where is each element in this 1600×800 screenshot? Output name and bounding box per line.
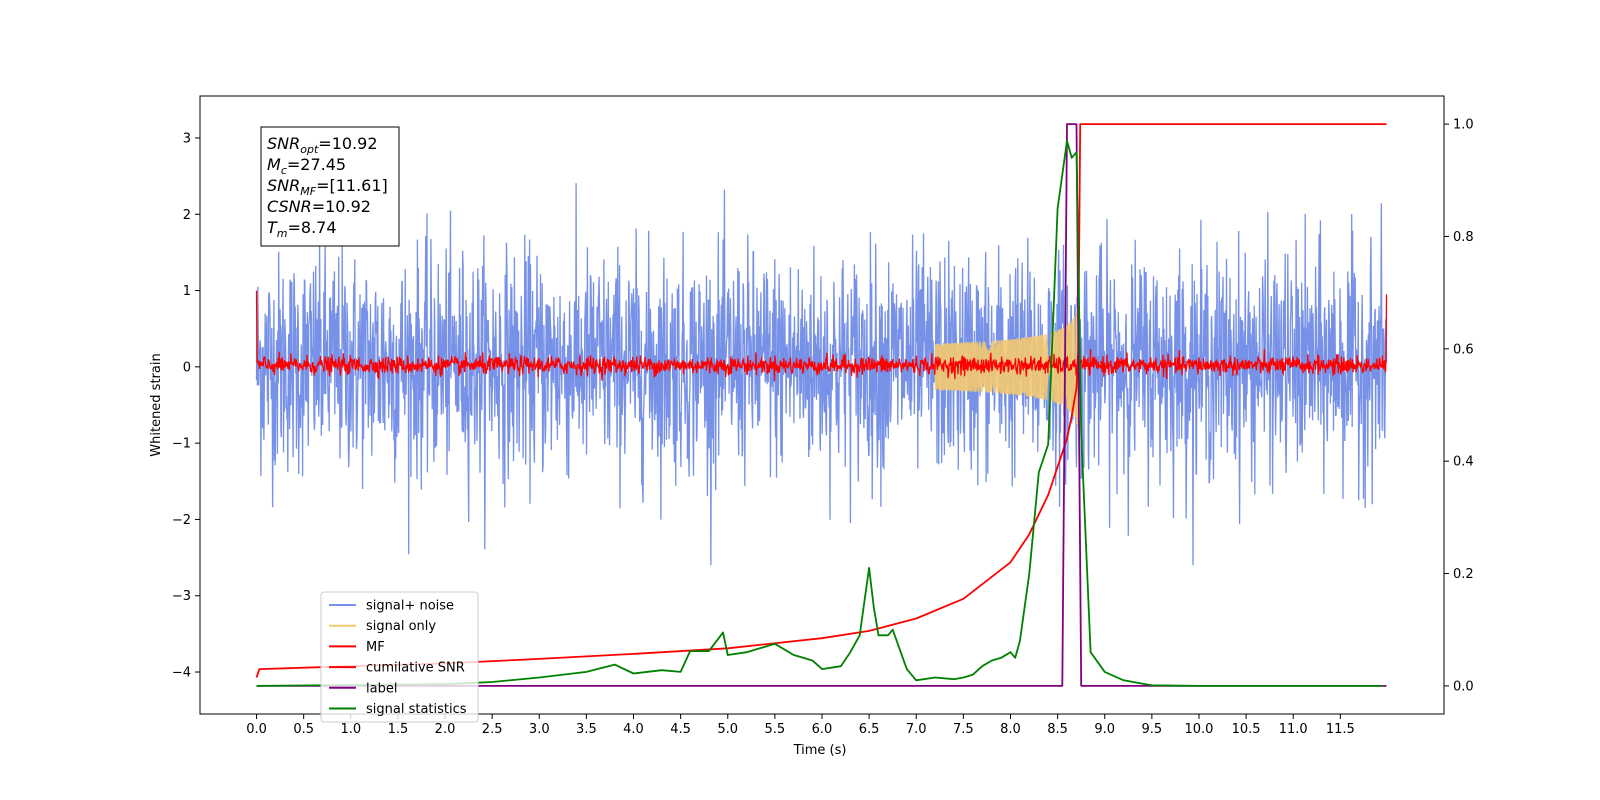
x-tick-label: 4.5: [670, 722, 691, 737]
x-tick-label: 5.5: [765, 722, 786, 737]
y-left-tick-label: −2: [172, 513, 191, 528]
info-line: SNRopt=10.92: [267, 134, 378, 156]
x-tick-label: 11.5: [1326, 722, 1355, 737]
y-right-tick-label: 0.0: [1453, 679, 1474, 694]
y-left-tick-label: −1: [172, 437, 191, 452]
x-tick-label: 9.0: [1094, 722, 1115, 737]
info-line: Tm=8.74: [267, 218, 337, 240]
y-axis-label-left: Whitened strain: [149, 353, 164, 456]
y-right-tick-label: 0.6: [1453, 342, 1474, 357]
y-left-tick-label: 0: [183, 360, 191, 375]
plot-area: [255, 123, 1388, 687]
y-left-tick-label: 2: [183, 208, 191, 223]
y-left-tick-label: 1: [183, 284, 191, 299]
x-tick-label: 8.5: [1047, 722, 1068, 737]
info-line: SNRMF=[11.61]: [267, 176, 388, 198]
x-tick-label: 7.5: [953, 722, 974, 737]
series-signal-statistics: [256, 140, 1383, 687]
x-tick-label: 0.5: [293, 722, 314, 737]
legend-frame: [320, 591, 479, 723]
x-tick-label: 6.0: [812, 722, 833, 737]
y-left-tick-label: −4: [172, 666, 191, 681]
legend: signal+ noise signal only MF cumilative SNR…: [320, 591, 479, 723]
x-tick-label: 10.0: [1184, 722, 1213, 737]
y-left-tick-label: −3: [172, 589, 191, 604]
y-right-tick-label: 1.0: [1453, 118, 1474, 133]
legend-label: cumilative SNR: [366, 661, 465, 676]
x-tick-label: 3.0: [529, 722, 550, 737]
info-box-frame: [260, 126, 400, 247]
y-left-tick-label: 3: [183, 131, 191, 146]
x-tick-label: 6.5: [859, 722, 880, 737]
legend-label: label: [366, 681, 397, 696]
x-axis-label: Time (s): [793, 743, 847, 758]
legend-label: signal only: [366, 619, 436, 634]
series-signal-only: [934, 305, 1079, 430]
legend-label: signal statistics: [366, 702, 467, 717]
x-tick-label: 4.0: [623, 722, 644, 737]
x-tick-label: 10.5: [1232, 722, 1261, 737]
y-right-tick-label: 0.4: [1453, 455, 1474, 470]
axes: 0.0 0.5 1.0 1.5 2.0 2.5 3.0 3.5 4.0 4.5 5.0 5.5 6.0 6…: [172, 118, 1474, 737]
x-tick-label: 0.0: [246, 722, 267, 737]
x-tick-label: 3.5: [576, 722, 597, 737]
info-box: SNRopt=10.92Mc=27.45SNRMF=[11.61]CSNR=10…: [260, 126, 400, 247]
y-right-tick-label: 0.8: [1453, 230, 1474, 245]
x-tick-label: 7.0: [906, 722, 927, 737]
legend-label: signal+ noise: [366, 599, 454, 614]
info-line: CSNR=10.92: [267, 197, 371, 216]
x-tick-label: 2.0: [435, 722, 456, 737]
info-line: Mc=27.45: [267, 155, 346, 177]
x-tick-label: 5.0: [717, 722, 738, 737]
x-tick-label: 8.0: [1000, 722, 1021, 737]
x-tick-label: 1.0: [340, 722, 361, 737]
x-tick-label: 1.5: [388, 722, 409, 737]
y-right-tick-label: 0.2: [1453, 567, 1474, 582]
series-mf: [255, 290, 1388, 381]
x-tick-label: 2.5: [482, 722, 503, 737]
series-label: [256, 123, 1387, 687]
x-tick-label: 11.0: [1279, 722, 1308, 737]
legend-label: MF: [366, 640, 385, 655]
x-tick-label: 9.5: [1142, 722, 1163, 737]
